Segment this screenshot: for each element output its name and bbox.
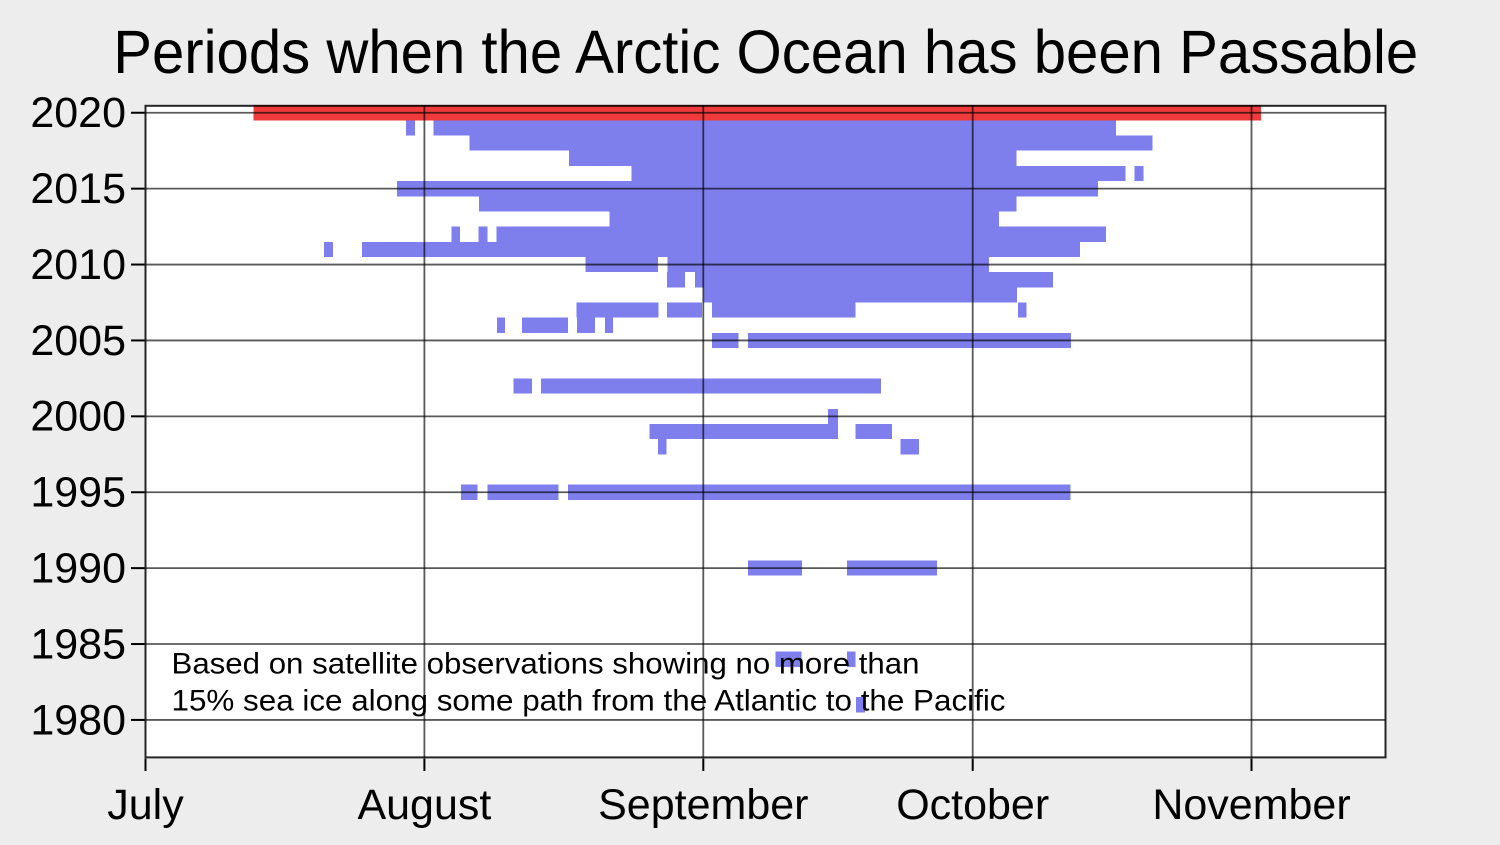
svg-text:2015: 2015: [30, 165, 126, 213]
svg-text:2010: 2010: [30, 241, 126, 289]
svg-text:Periods when the Arctic Ocean: Periods when the Arctic Ocean has been P…: [113, 18, 1418, 86]
svg-text:1995: 1995: [30, 469, 126, 517]
svg-text:November: November: [1152, 781, 1350, 829]
svg-text:1980: 1980: [30, 696, 126, 744]
svg-text:15% sea ice along some path fr: 15% sea ice along some path from the Atl…: [172, 684, 1006, 717]
svg-text:2000: 2000: [30, 393, 126, 441]
svg-text:October: October: [896, 781, 1049, 829]
svg-text:Based on satellite observation: Based on satellite observations showing …: [172, 648, 920, 681]
svg-text:1985: 1985: [30, 620, 126, 668]
svg-text:2020: 2020: [30, 89, 126, 137]
svg-text:2005: 2005: [30, 317, 126, 365]
svg-text:1990: 1990: [30, 545, 126, 593]
svg-text:September: September: [598, 781, 808, 829]
svg-text:August: August: [357, 781, 491, 829]
svg-text:July: July: [107, 781, 184, 829]
